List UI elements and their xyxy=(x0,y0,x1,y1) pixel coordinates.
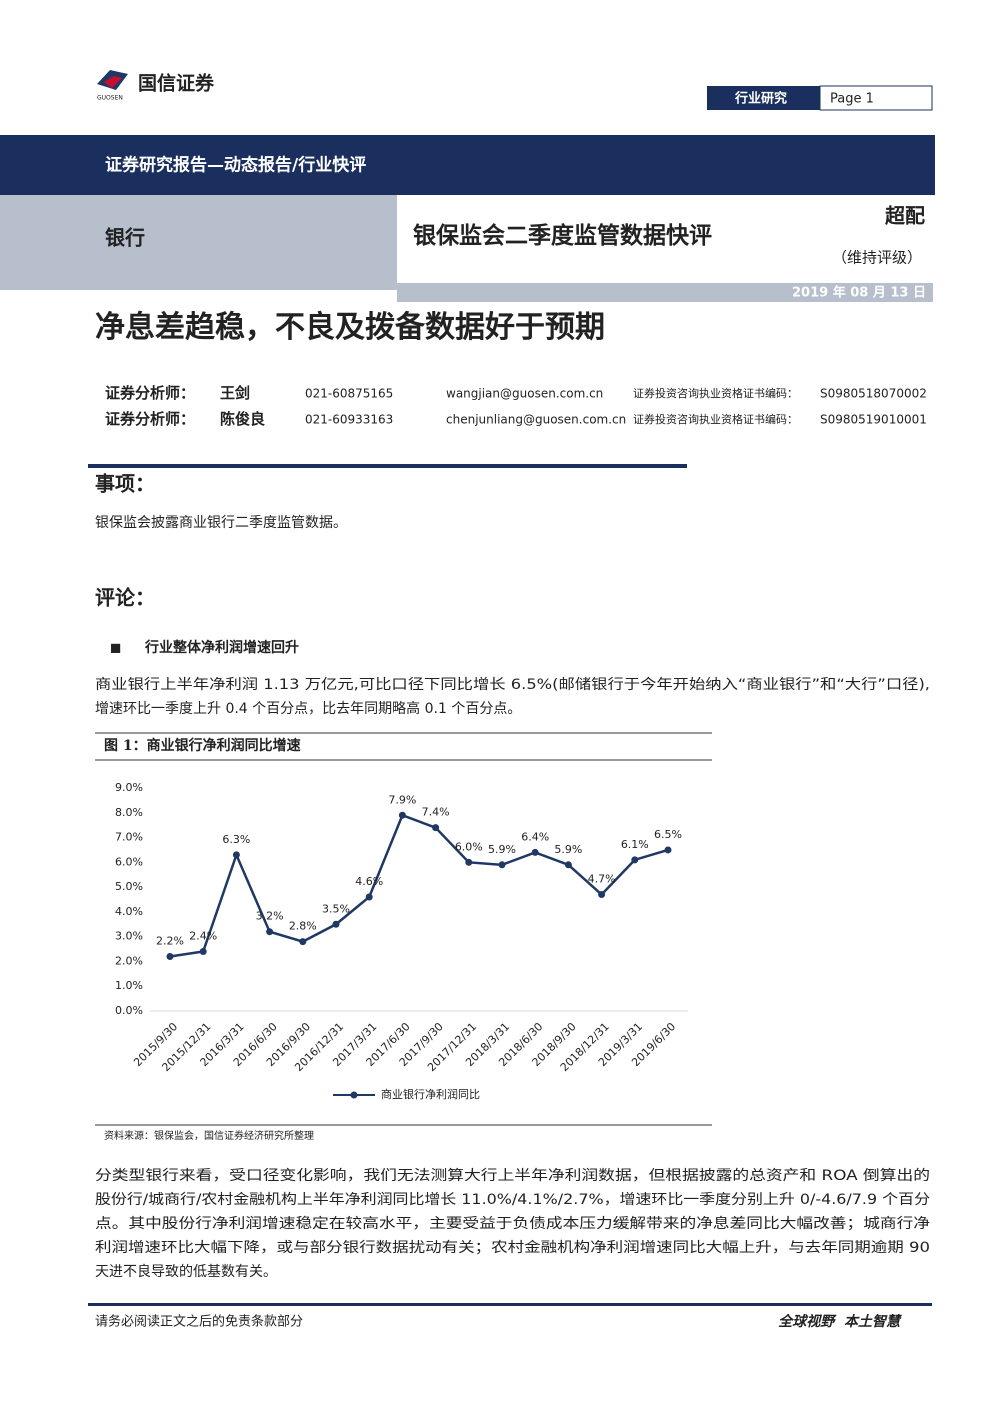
paragraph-line: 点。其中股份行净利润增速稳定在较高水平，主要受益于负债成本压力缓解带来的净息差同… xyxy=(95,1215,930,1232)
data-point xyxy=(398,811,406,819)
cert-number: S0980518070002 xyxy=(820,387,927,401)
legend-marker xyxy=(350,1091,358,1099)
data-label: 6.3% xyxy=(222,833,250,846)
data-point xyxy=(199,948,207,956)
series-line xyxy=(169,813,669,958)
date: 2019 年 08 月 13 日 xyxy=(792,285,926,301)
cert-number: S0980519010001 xyxy=(820,413,927,427)
divider xyxy=(88,464,687,468)
paragraph: 分类型银行来看，受口径变化影响，我们无法测算大行上半年净利润数据，但根据披露的总… xyxy=(95,1168,930,1280)
y-tick-label: 0.0% xyxy=(115,1004,143,1017)
y-tick-label: 5.0% xyxy=(115,880,143,893)
cert-label: 证券投资咨询执业资格证书编码： xyxy=(633,412,798,426)
data-point xyxy=(232,851,240,859)
data-point xyxy=(664,846,672,854)
data-point xyxy=(598,891,606,899)
data-label: 5.9% xyxy=(554,843,582,856)
data-point xyxy=(166,952,174,960)
data-point xyxy=(432,824,440,832)
y-tick-label: 1.0% xyxy=(115,979,143,992)
data-point xyxy=(564,861,572,869)
y-tick-label: 7.0% xyxy=(115,831,143,844)
section-heading: 事项： xyxy=(95,472,155,496)
section-heading: 评论： xyxy=(95,586,155,610)
data-point xyxy=(299,938,307,946)
bullet: ■ xyxy=(110,641,121,655)
logo-text: 国信证券 xyxy=(138,72,215,95)
paragraph-line: 利润增速环比大幅下降，或与部分银行数据扰动有关；农村金融机构净利润增速同比大幅上… xyxy=(95,1240,930,1256)
data-point xyxy=(631,856,639,864)
rating: 超配 xyxy=(884,204,925,228)
report-type: 证券研究报告—动态报告/行业快评 xyxy=(105,155,366,176)
data-point xyxy=(332,920,340,928)
figure-source: 资料来源：银保监会，国信证券经济研究所整理 xyxy=(104,1129,314,1142)
data-label: 3.5% xyxy=(322,902,350,915)
industry: 银行 xyxy=(105,226,145,250)
logo-mark xyxy=(104,76,122,88)
data-point xyxy=(498,861,506,869)
data-label: 2.4% xyxy=(189,930,217,943)
data-label: 3.2% xyxy=(256,910,284,923)
logo-sub: GUOSEN xyxy=(97,95,123,102)
analyst-label: 证券分析师： xyxy=(105,384,195,402)
analyst-label: 证券分析师： xyxy=(105,410,195,428)
analysts: 证券分析师： 王剑 021-60875165 wangjian@guosen.c… xyxy=(105,384,927,428)
data-label: 6.4% xyxy=(521,830,549,843)
page-box xyxy=(819,85,933,111)
rating-note: （维持评级） xyxy=(832,249,922,267)
legend-label: 商业银行净利润同比 xyxy=(381,1087,480,1101)
analyst-email: wangjian@guosen.com.cn xyxy=(446,387,603,401)
analyst-phone: 021-60875165 xyxy=(305,387,393,401)
y-tick-label: 3.0% xyxy=(115,930,143,943)
section: 行业研究 xyxy=(734,91,787,107)
y-tick-label: 4.0% xyxy=(115,905,143,918)
y-tick-label: 6.0% xyxy=(115,855,143,868)
data-point xyxy=(531,848,539,856)
paragraph: 银保监会披露商业银行二季度监管数据。 xyxy=(95,515,347,531)
data-point xyxy=(266,928,274,936)
date-band xyxy=(397,283,933,302)
y-tick-label: 9.0% xyxy=(115,781,143,794)
paragraph-line: 股份行/城商行/农村金融机构上半年净利润同比增长 11.0%/4.1%/2.7%… xyxy=(95,1192,930,1208)
cert-label: 证券投资咨询执业资格证书编码： xyxy=(633,386,798,400)
data-point xyxy=(365,893,373,901)
data-label: 5.9% xyxy=(488,843,516,856)
headline: 净息差趋稳，不良及拨备数据好于预期 xyxy=(95,310,605,345)
page-number: Page 1 xyxy=(830,92,874,107)
figure-title: 图 1：商业银行净利润同比增速 xyxy=(104,737,301,754)
data-label: 7.9% xyxy=(388,793,416,806)
data-label: 7.4% xyxy=(422,806,450,819)
industry-band xyxy=(0,195,397,290)
data-label: 6.0% xyxy=(455,840,483,853)
analyst-email: chenjunliang@guosen.com.cn xyxy=(446,413,626,427)
analyst-name: 王剑 xyxy=(220,384,250,402)
data-label: 4.6% xyxy=(355,875,383,888)
report-title: 银保监会二季度监管数据快评 xyxy=(413,222,712,249)
section-box xyxy=(707,86,820,110)
analyst-name: 陈俊良 xyxy=(220,410,265,428)
data-label: 2.2% xyxy=(156,934,184,947)
y-tick-label: 8.0% xyxy=(115,806,143,819)
paragraph-line: 天进不良导致的低基数有关。 xyxy=(95,1263,277,1280)
paragraph-line: 分类型银行来看，受口径变化影响，我们无法测算大行上半年净利润数据，但根据披露的总… xyxy=(95,1168,930,1184)
data-label: 2.8% xyxy=(289,920,317,933)
banner-band xyxy=(0,135,935,195)
paragraph-line: 增速环比一季度上升 0.4 个百分点，比去年同期略高 0.1 个百分点。 xyxy=(95,700,521,717)
paragraph-line: 商业银行上半年净利润 1.13 万亿元,可比口径下同比增长 6.5%(邮储银行于… xyxy=(95,677,930,693)
data-label: 4.7% xyxy=(588,873,616,886)
data-label: 6.1% xyxy=(621,838,649,851)
disclaimer: 请务必阅读正文之后的免责条款部分 xyxy=(95,1314,303,1330)
footer-rule xyxy=(88,1303,932,1306)
subheading: 行业整体净利润增速回升 xyxy=(144,639,299,656)
analyst-phone: 021-60933163 xyxy=(305,413,393,427)
data-label: 6.5% xyxy=(654,828,682,841)
slogan: 全球视野 本土智慧 xyxy=(778,1313,902,1330)
data-point xyxy=(465,858,473,866)
y-tick-label: 2.0% xyxy=(115,954,143,967)
